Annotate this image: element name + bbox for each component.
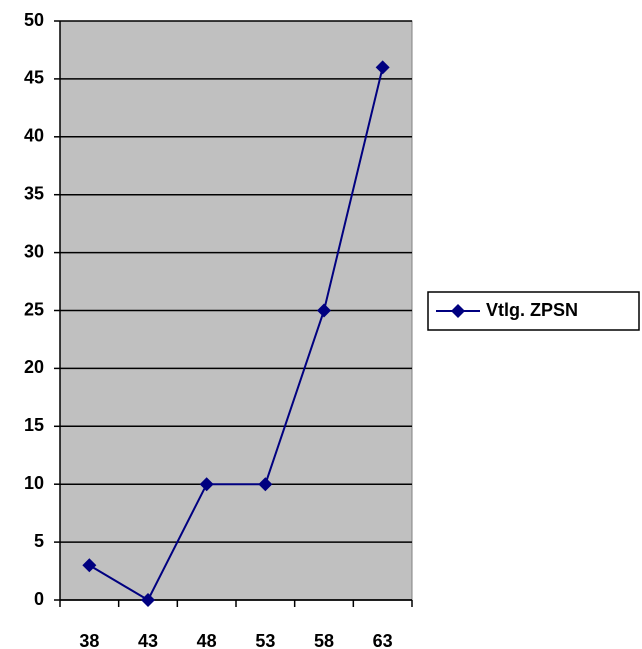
marker bbox=[82, 558, 97, 573]
y-tick-label: 35 bbox=[24, 183, 44, 203]
y-tick-label: 5 bbox=[34, 531, 44, 551]
marker bbox=[375, 60, 390, 75]
marker bbox=[258, 477, 273, 492]
y-tick-label: 20 bbox=[24, 357, 44, 377]
y-tick-label: 15 bbox=[24, 415, 44, 435]
x-tick-label: 53 bbox=[255, 631, 275, 649]
y-tick-label: 40 bbox=[24, 126, 44, 146]
x-tick-label: 58 bbox=[314, 631, 334, 649]
marker bbox=[199, 477, 214, 492]
y-tick-label: 25 bbox=[24, 299, 44, 319]
x-tick-label: 48 bbox=[197, 631, 217, 649]
y-tick-label: 10 bbox=[24, 473, 44, 493]
legend-label: Vtlg. ZPSN bbox=[486, 300, 578, 320]
marker bbox=[141, 593, 155, 607]
x-tick-label: 43 bbox=[138, 631, 158, 649]
x-tick-label: 63 bbox=[373, 631, 393, 649]
y-tick-label: 30 bbox=[24, 241, 44, 261]
x-tick-label: 38 bbox=[79, 631, 99, 649]
y-tick-label: 50 bbox=[24, 10, 44, 30]
y-tick-label: 45 bbox=[24, 68, 44, 88]
y-tick-label: 0 bbox=[34, 589, 44, 609]
series-line bbox=[88, 67, 384, 602]
legend-marker bbox=[451, 304, 465, 318]
marker bbox=[317, 303, 331, 318]
